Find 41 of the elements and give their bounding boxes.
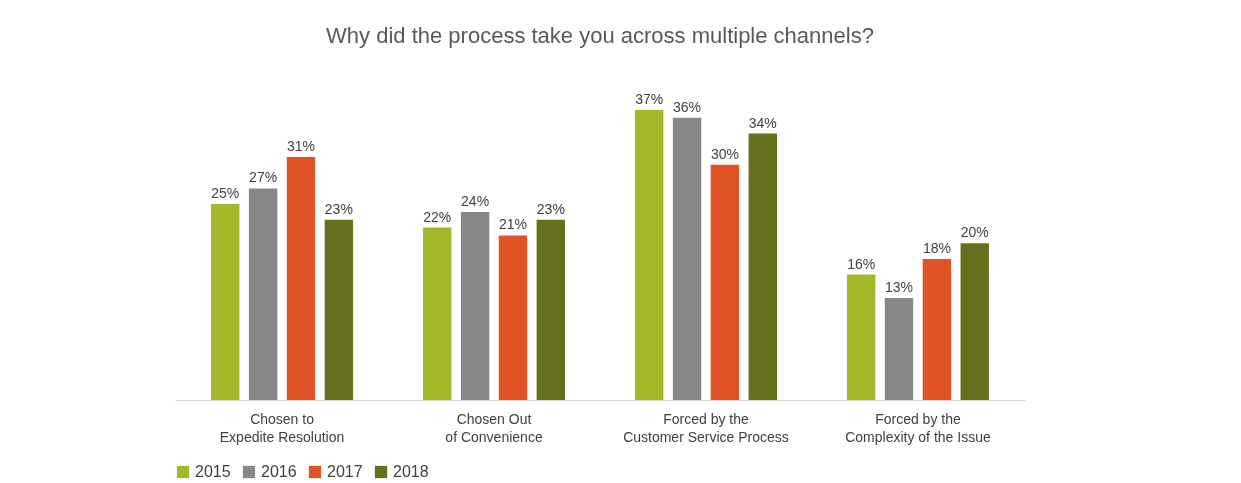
data-label: 22% <box>423 208 452 225</box>
bar <box>498 235 528 400</box>
legend-label: 2017 <box>327 463 363 480</box>
chart-title: Why did the process take you across multiple channels? <box>326 23 874 48</box>
data-label: 13% <box>885 279 914 296</box>
x-tick-label: Chosen Out of Convenience <box>445 410 543 445</box>
bar <box>846 274 876 400</box>
bar <box>960 243 989 400</box>
x-tick-label: Forced by the Complexity of the Issue <box>845 410 991 445</box>
data-label: 23% <box>536 200 565 217</box>
data-label: 18% <box>922 239 951 256</box>
data-label: 31% <box>286 138 315 155</box>
data-label: 34% <box>748 114 777 131</box>
data-label: 23% <box>324 200 353 217</box>
data-label: 25% <box>211 185 240 202</box>
bar <box>748 133 777 400</box>
bar <box>286 157 316 400</box>
bar <box>460 211 490 400</box>
bar <box>922 258 952 400</box>
bar <box>211 204 240 400</box>
bar <box>884 298 914 400</box>
data-label: 24% <box>461 192 490 209</box>
data-label: 16% <box>847 255 876 272</box>
legend-label: 2016 <box>261 463 297 480</box>
data-label: 37% <box>635 91 664 107</box>
data-label: 20% <box>960 224 989 241</box>
data-label: 30% <box>710 145 739 162</box>
legend-label: 2015 <box>195 463 231 480</box>
data-label: 27% <box>249 169 278 186</box>
bar <box>634 110 664 400</box>
bar <box>672 117 702 400</box>
bar <box>536 219 566 400</box>
bar <box>324 219 354 400</box>
legend-label: 2018 <box>393 463 429 480</box>
x-tick-label: Forced by the Customer Service Process <box>623 410 789 445</box>
x-tick-label: Chosen to Expedite Resolution <box>219 410 345 445</box>
data-label: 36% <box>673 98 702 115</box>
data-label: 21% <box>498 216 527 233</box>
bar <box>423 227 452 400</box>
bar <box>710 164 740 400</box>
bar <box>248 188 278 400</box>
